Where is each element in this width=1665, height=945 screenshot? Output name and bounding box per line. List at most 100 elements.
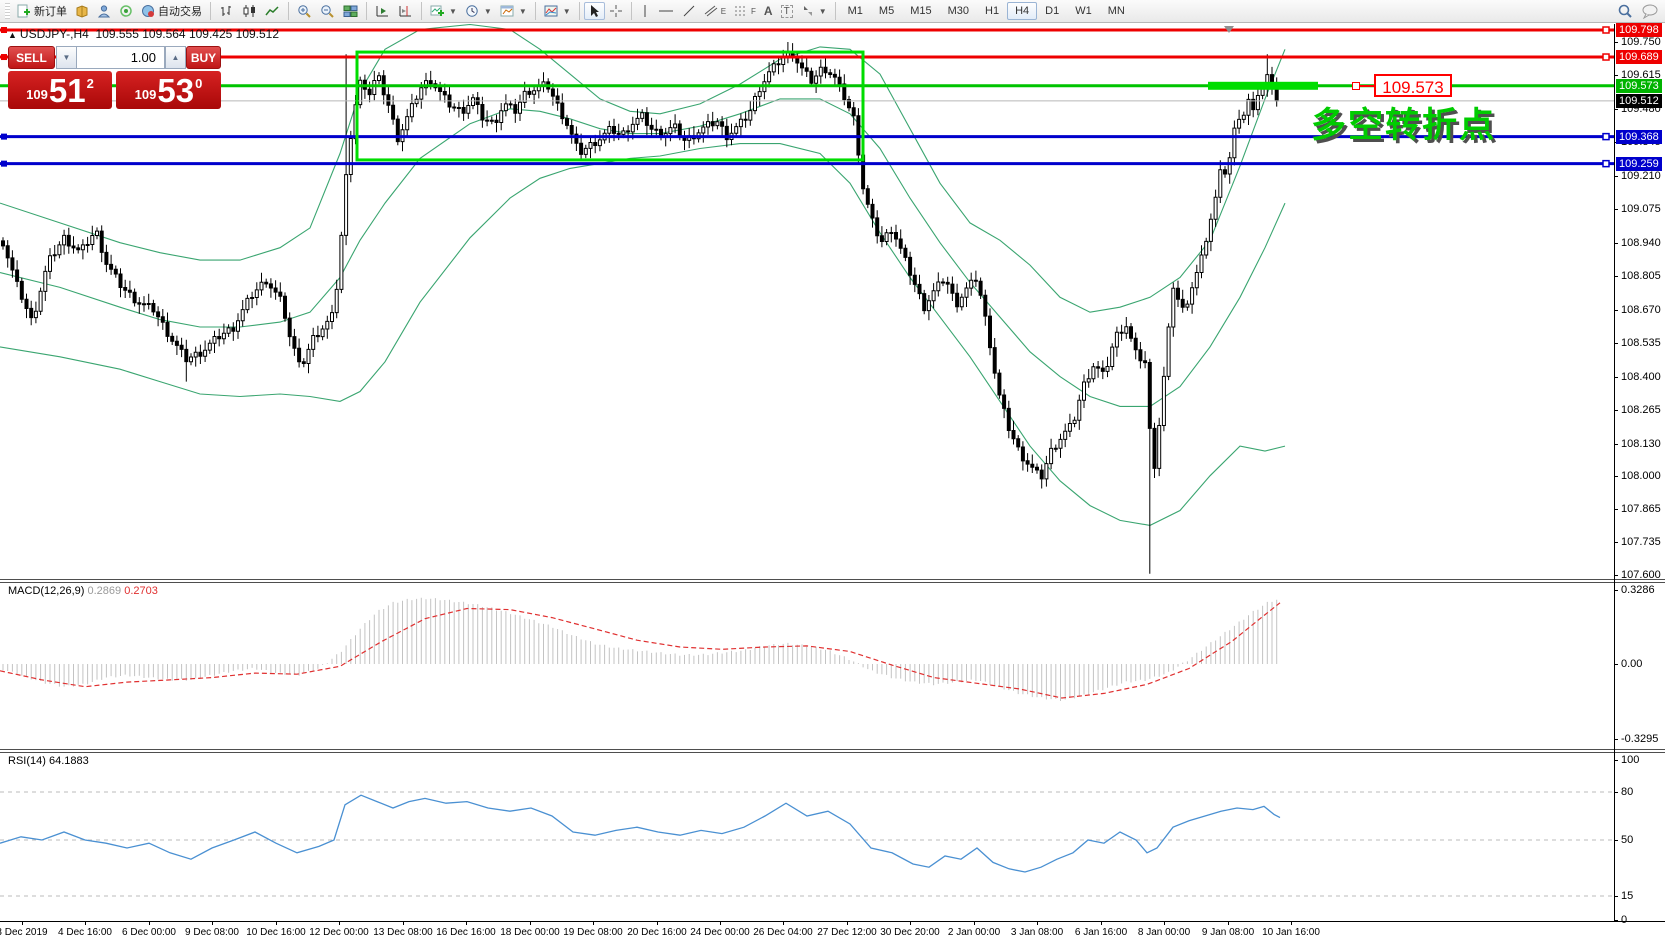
vline-tool-button[interactable]: [636, 2, 654, 20]
community-button[interactable]: [93, 2, 115, 20]
crosshair-tool-button[interactable]: [605, 2, 627, 20]
price-tick-label: 107.865: [1621, 503, 1661, 515]
volume-input[interactable]: [76, 46, 165, 69]
market-book-button[interactable]: [71, 2, 93, 20]
chart-shift-button[interactable]: [394, 2, 417, 20]
time-tick-label: 8 Jan 00:00: [1137, 927, 1191, 938]
hline-tool-button[interactable]: [654, 2, 678, 20]
bar-chart-icon: [221, 6, 231, 16]
time-tick: [1101, 921, 1102, 925]
price-tick-label: 108.940: [1621, 237, 1661, 249]
timeframe-button-m1[interactable]: M1: [847, 5, 863, 17]
toolbar-grip[interactable]: [5, 3, 10, 19]
cursor-tool-button[interactable]: [583, 2, 605, 20]
macd-tick: [1614, 739, 1618, 740]
chart-title: ▲ USDJPY-,H4 109.555 109.564 109.425 109.…: [8, 27, 279, 41]
text-tool-button[interactable]: A: [760, 2, 777, 20]
line-chart-icon: [265, 6, 279, 16]
new-chart-button[interactable]: ▼: [426, 2, 461, 20]
toolbar-separator: [834, 2, 836, 20]
price-tick-label: 109.210: [1621, 170, 1661, 182]
price-tick: [1614, 377, 1618, 378]
new-order-button[interactable]: 新订单: [13, 2, 71, 20]
channel-tool-button[interactable]: E: [700, 2, 730, 20]
sell-button[interactable]: SELL: [8, 46, 55, 69]
auto-scroll-button[interactable]: [371, 2, 394, 20]
bid-price-button[interactable]: 109 51 2: [8, 71, 112, 109]
templates-button[interactable]: ▼: [496, 2, 531, 20]
ask-big-digits: 53: [157, 72, 195, 109]
zoom-in-icon: [298, 5, 311, 18]
time-tick-label: 9 Jan 08:00: [1201, 927, 1255, 938]
zoom-in-button[interactable]: [293, 2, 316, 20]
time-tick-label: 3 Jan 08:00: [1010, 927, 1064, 938]
price-axis-line: [1614, 24, 1615, 921]
chat-button[interactable]: [1637, 2, 1663, 20]
timeframe-button-mn[interactable]: MN: [1107, 5, 1125, 17]
dropdown-caret: ▼: [562, 6, 571, 16]
toolbar-separator: [578, 2, 580, 20]
tile-windows-button[interactable]: [339, 2, 362, 20]
price-tick-label: 108.400: [1621, 371, 1661, 383]
timeframe-button-d1[interactable]: D1: [1045, 5, 1060, 17]
volume-decrease-button[interactable]: ▼: [56, 46, 77, 69]
auto-trading-button[interactable]: 自动交易: [137, 2, 206, 20]
rsi-tick-label: 0: [1621, 914, 1628, 926]
price-tick-label: 108.670: [1621, 304, 1661, 316]
timeframe-button-m30[interactable]: M30: [947, 5, 969, 17]
rsi-pane-canvas[interactable]: [0, 753, 1614, 921]
fibonacci-icon: [735, 6, 748, 16]
dropdown-caret: ▼: [518, 6, 527, 16]
timeframe-button-w1[interactable]: W1: [1075, 5, 1092, 17]
arrows-tool-button[interactable]: ▼: [797, 2, 831, 20]
timeframe-button-h1[interactable]: H1: [985, 5, 1000, 17]
horizontal-line-icon: [658, 10, 673, 12]
pane-splitter[interactable]: [0, 749, 1665, 753]
bar-chart-mode-button[interactable]: [215, 2, 238, 20]
indicators-button[interactable]: ▼: [540, 2, 575, 20]
signals-button[interactable]: [115, 2, 137, 20]
rsi-tick: [1614, 792, 1618, 793]
zoom-out-button[interactable]: [316, 2, 339, 20]
pane-splitter[interactable]: [0, 579, 1665, 583]
main-chart-canvas[interactable]: [0, 24, 1614, 579]
time-tick-label: 6 Dec 00:00: [122, 927, 176, 938]
timeframe-button-h4[interactable]: H4: [1007, 2, 1038, 20]
macd-value-main: 0.2869: [87, 585, 122, 597]
trendline-tool-button[interactable]: [678, 2, 700, 20]
timeframe-bar: M1 M5 M15 M30 H1 H4 D1 W1 MN: [840, 2, 1133, 20]
rsi-label: RSI(14) 64.1883: [8, 755, 89, 767]
book-icon: [76, 5, 88, 18]
timeframe-button-m15[interactable]: M15: [910, 5, 932, 17]
rsi-name: RSI(14): [8, 755, 46, 767]
time-tick: [974, 921, 975, 925]
chinese-annotation-text[interactable]: 多空转折点: [1311, 106, 1497, 145]
time-tick-label: 6 Jan 16:00: [1074, 927, 1128, 938]
macd-label: MACD(12,26,9) 0.2869 0.2703: [8, 585, 158, 597]
macd-tick: [1614, 590, 1618, 591]
ask-price-button[interactable]: 109 53 0: [116, 71, 221, 109]
search-button[interactable]: [1613, 2, 1637, 20]
macd-pane-canvas[interactable]: [0, 583, 1614, 749]
candle-chart-mode-button[interactable]: [238, 2, 261, 20]
volume-increase-button[interactable]: ▲: [165, 46, 186, 69]
label-tool-button[interactable]: T: [777, 2, 797, 20]
time-tick-label: 4 Dec 16:00: [58, 927, 112, 938]
price-callout-label[interactable]: 109.573: [1374, 74, 1452, 97]
price-tick: [1614, 209, 1618, 210]
vertical-line-icon: [644, 5, 646, 17]
price-tick: [1614, 176, 1618, 177]
line-chart-mode-button[interactable]: [261, 2, 284, 20]
buy-button[interactable]: BUY: [186, 46, 221, 69]
rsi-tick-label: 15: [1621, 890, 1634, 902]
candlestick-icon: [243, 5, 255, 17]
timeframe-button-m5[interactable]: M5: [878, 5, 895, 17]
price-tick: [1614, 109, 1618, 110]
fibonacci-tool-button[interactable]: F: [730, 2, 760, 20]
one-click-trading-panel: SELL ▼ ▲ BUY 109 51 2 109 53 0: [7, 45, 222, 110]
channel-glyph: E: [720, 6, 727, 16]
price-tick-label: 107.600: [1621, 569, 1661, 581]
periods-button[interactable]: ▼: [461, 2, 496, 20]
price-line-label: 109.689: [1616, 50, 1662, 64]
